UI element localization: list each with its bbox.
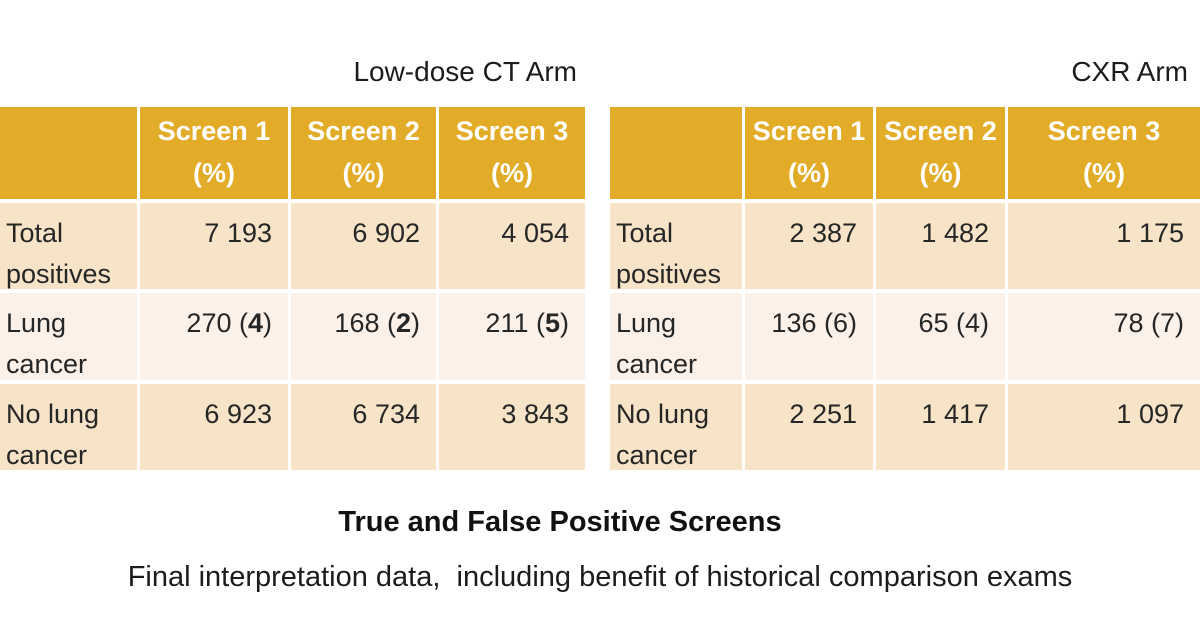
column-header: Screen 2 (%) xyxy=(291,107,436,199)
table-cell: 168 (2) xyxy=(291,293,436,380)
column-header-line2: (%) xyxy=(1083,158,1125,188)
column-header-line1: Screen 3 xyxy=(1047,116,1161,147)
row-label: No lung cancer xyxy=(0,384,137,470)
figure-subtitle: Final interpretation data, including ben… xyxy=(127,561,1073,593)
column-header-line2: (%) xyxy=(788,158,830,188)
column-header-line2: (%) xyxy=(919,158,962,188)
lowdose-ct-table: Screen 1 (%) Screen 2 (%) Screen 3 (%) Total p… xyxy=(0,107,585,470)
row-label: Lung cancer xyxy=(610,293,742,380)
table-cell: 2 251 xyxy=(745,384,873,470)
paren-value: 4 xyxy=(964,308,980,338)
table-cell: 7 193 xyxy=(140,203,288,289)
table-cell: 1 482 xyxy=(876,203,1005,289)
column-header: Screen 2 (%) xyxy=(876,107,1005,199)
table-cell: 1 097 xyxy=(1008,384,1200,470)
column-header-line2: (%) xyxy=(491,158,533,188)
table-corner-cell xyxy=(610,107,742,199)
table-cell: 4 054 xyxy=(439,203,585,289)
lowdose-ct-arm-title: Low-dose CT Arm xyxy=(353,56,577,87)
table-cell: 6 734 xyxy=(291,384,436,470)
table-cell: 1 175 xyxy=(1008,203,1200,289)
column-header-line1: Screen 2 xyxy=(884,116,997,147)
paren-value: 5 xyxy=(544,308,560,338)
column-header-line2: (%) xyxy=(193,158,235,188)
paren-value: 4 xyxy=(247,308,263,338)
table-cell: 136 (6) xyxy=(745,293,873,380)
cxr-table: Screen 1 (%) Screen 2 (%) Screen 3 (%) Total p… xyxy=(610,107,1200,470)
table-cell: 270 (4) xyxy=(140,293,288,380)
column-header-line1: Screen 3 xyxy=(455,116,569,147)
row-label: Lung cancer xyxy=(0,293,137,380)
cxr-arm-title: CXR Arm xyxy=(1071,56,1188,87)
column-header-line1: Screen 1 xyxy=(752,116,866,147)
column-header: Screen 3 (%) xyxy=(1008,107,1200,199)
table-corner-cell xyxy=(0,107,137,199)
table-cell: 6 902 xyxy=(291,203,436,289)
table-cell: 65 (4) xyxy=(876,293,1005,380)
table-cell: 2 387 xyxy=(745,203,873,289)
column-header: Screen 1 (%) xyxy=(745,107,873,199)
row-label: Total positives xyxy=(0,203,137,289)
paren-value: 7 xyxy=(1159,308,1175,338)
column-header: Screen 1 (%) xyxy=(140,107,288,199)
table-cell: 211 (5) xyxy=(439,293,585,380)
table-cell: 78 (7) xyxy=(1008,293,1200,380)
column-header-line2: (%) xyxy=(342,158,385,188)
figure-title: True and False Positive Screens xyxy=(338,506,782,538)
table-cell: 3 843 xyxy=(439,384,585,470)
table-cell: 6 923 xyxy=(140,384,288,470)
column-header-line1: Screen 2 xyxy=(307,116,420,147)
row-label: Total positives xyxy=(610,203,742,289)
table-cell: 1 417 xyxy=(876,384,1005,470)
row-label: No lung cancer xyxy=(610,384,742,470)
column-header-line1: Screen 1 xyxy=(157,116,271,147)
paren-value: 2 xyxy=(395,308,411,338)
paren-value: 6 xyxy=(832,308,848,338)
column-header: Screen 3 (%) xyxy=(439,107,585,199)
